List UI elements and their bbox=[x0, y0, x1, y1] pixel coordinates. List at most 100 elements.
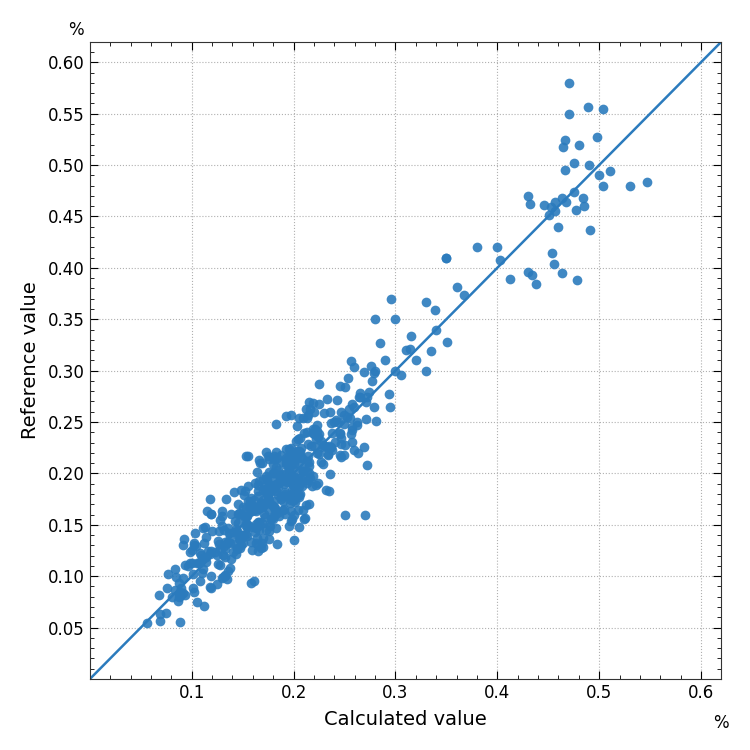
Point bbox=[258, 481, 270, 493]
Point bbox=[305, 440, 317, 452]
Point bbox=[428, 304, 440, 316]
Point bbox=[232, 517, 244, 529]
Point bbox=[307, 398, 319, 410]
Point bbox=[244, 503, 256, 515]
Point bbox=[300, 500, 312, 512]
Point bbox=[548, 258, 560, 270]
Point bbox=[260, 446, 272, 458]
Point bbox=[297, 412, 309, 424]
Point bbox=[215, 520, 227, 532]
Point bbox=[231, 525, 243, 537]
Point bbox=[221, 565, 233, 577]
Point bbox=[584, 224, 596, 236]
Point bbox=[326, 441, 338, 453]
Point bbox=[272, 489, 284, 501]
Point bbox=[256, 542, 268, 554]
Point bbox=[279, 488, 291, 500]
Point bbox=[591, 131, 603, 143]
Point bbox=[270, 478, 282, 490]
Point bbox=[173, 577, 185, 589]
Point bbox=[338, 509, 350, 520]
Point bbox=[263, 487, 275, 499]
Point bbox=[293, 446, 305, 458]
Point bbox=[332, 416, 344, 428]
Point bbox=[562, 76, 574, 88]
Point bbox=[194, 548, 206, 560]
Point bbox=[214, 559, 226, 571]
Point bbox=[346, 398, 358, 410]
Point bbox=[322, 484, 334, 496]
Point bbox=[339, 382, 351, 394]
Point bbox=[284, 497, 296, 509]
Point bbox=[206, 569, 218, 581]
Point bbox=[458, 289, 470, 301]
Point bbox=[272, 481, 284, 493]
Point bbox=[325, 442, 337, 454]
Point bbox=[316, 458, 328, 470]
Point bbox=[223, 522, 235, 534]
Point bbox=[301, 426, 313, 438]
Point bbox=[425, 345, 437, 357]
Point bbox=[286, 410, 298, 422]
Point bbox=[154, 608, 166, 619]
Point bbox=[214, 514, 226, 526]
Point bbox=[166, 591, 178, 603]
Point bbox=[296, 480, 307, 492]
Point bbox=[361, 391, 373, 403]
Point bbox=[314, 378, 326, 390]
Point bbox=[332, 394, 344, 406]
Point bbox=[404, 344, 416, 355]
Point bbox=[256, 458, 268, 470]
Point bbox=[276, 456, 288, 468]
Point bbox=[199, 521, 211, 533]
Point bbox=[345, 355, 357, 367]
Point bbox=[328, 436, 340, 448]
Point bbox=[288, 494, 300, 506]
Point bbox=[270, 522, 282, 534]
Point bbox=[292, 457, 304, 469]
Point bbox=[254, 516, 266, 528]
Point bbox=[287, 509, 299, 520]
Point bbox=[256, 518, 268, 530]
Point bbox=[346, 436, 358, 448]
Point bbox=[257, 497, 269, 509]
Point bbox=[142, 616, 154, 628]
Point bbox=[359, 413, 371, 425]
Point bbox=[364, 360, 376, 372]
Point bbox=[598, 180, 610, 192]
Point bbox=[219, 543, 231, 555]
Point bbox=[282, 460, 294, 472]
Point bbox=[292, 480, 304, 492]
Point bbox=[344, 412, 356, 424]
Point bbox=[205, 583, 217, 595]
Point bbox=[285, 448, 297, 460]
Point bbox=[220, 494, 232, 506]
Point bbox=[593, 170, 605, 182]
Point bbox=[302, 450, 314, 462]
Point bbox=[280, 410, 292, 422]
Point bbox=[345, 427, 357, 439]
Point bbox=[228, 526, 240, 538]
Point bbox=[284, 489, 296, 501]
Point bbox=[583, 159, 595, 171]
Point bbox=[323, 440, 335, 452]
Point bbox=[280, 474, 292, 486]
Point bbox=[405, 329, 417, 341]
Point bbox=[430, 323, 442, 335]
Point bbox=[215, 572, 227, 584]
Point bbox=[334, 427, 346, 439]
Point bbox=[241, 520, 253, 532]
Point bbox=[292, 433, 304, 445]
Point bbox=[270, 460, 282, 472]
Point bbox=[524, 198, 536, 210]
Point bbox=[324, 469, 336, 481]
Point bbox=[206, 525, 218, 537]
Point bbox=[530, 278, 542, 290]
Point bbox=[582, 101, 594, 113]
Point bbox=[170, 563, 182, 575]
Point bbox=[263, 494, 275, 506]
Point bbox=[280, 459, 292, 471]
Point bbox=[293, 412, 305, 424]
Point bbox=[293, 446, 305, 458]
Point bbox=[231, 542, 243, 554]
